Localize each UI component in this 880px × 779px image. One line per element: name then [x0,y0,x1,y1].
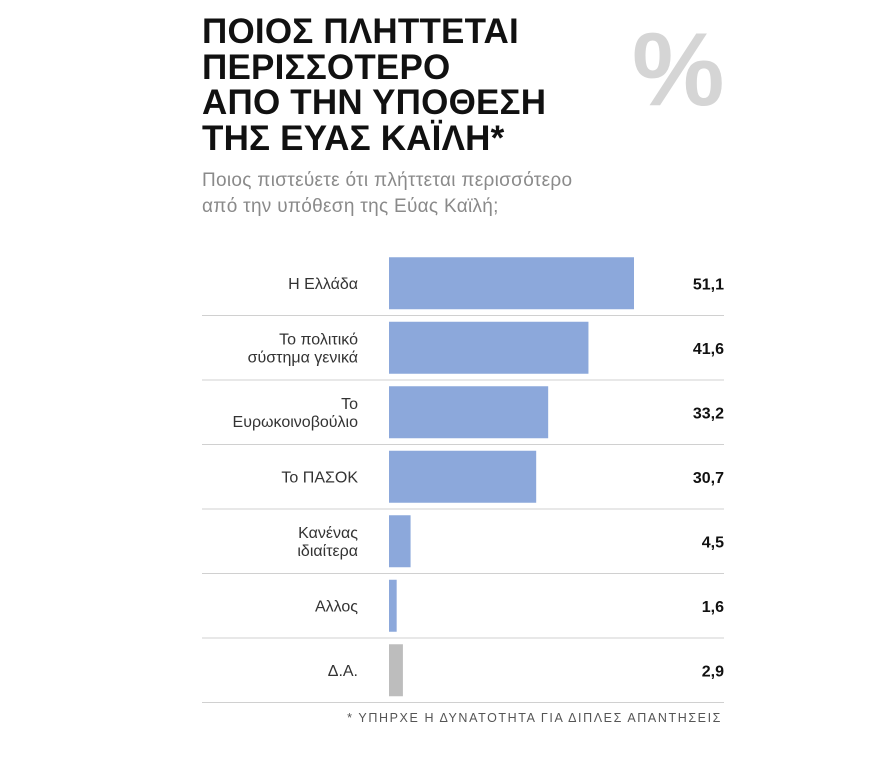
value-label: 41,6 [693,341,724,358]
value-label: 4,5 [702,534,724,551]
value-label: 1,6 [702,599,724,616]
category-label: Κανένας ιδιαίτερα [297,525,358,560]
category-label: Αλλος [315,598,358,615]
value-label: 51,1 [693,276,724,293]
category-label: Δ.Α. [328,663,358,680]
value-label: 30,7 [693,470,724,487]
value-label: 2,9 [702,663,724,680]
bar [389,515,411,568]
category-label: Το Ευρωκοινοβούλιο [233,396,359,431]
bar [389,644,403,697]
category-label: Το ΠΑΣΟΚ [281,469,358,486]
bar [389,450,537,503]
footnote: * ΥΠΗΡΧΕ Η ΔΥΝΑΤΟΤΗΤΑ ΓΙΑ ΔΙΠΛΕΣ ΑΠΑΝΤΗΣ… [347,711,722,725]
bar [389,386,549,439]
percent-icon: % [632,12,725,128]
category-label: Το πολιτικό σύστημα γενικά [248,331,358,366]
chart-subtitle: Ποιος πιστεύετε ότι πλήττεται περισσότερ… [202,170,573,217]
category-label: Η Ελλάδα [288,276,358,293]
bar [389,257,634,310]
value-label: 33,2 [693,405,724,422]
bar [389,321,589,374]
chart-title: ΠΟΙΟΣ ΠΛΗΤΤΕΤΑΙ ΠΕΡΙΣΣΟΤΕΡΟ ΑΠΟ ΤΗΝ ΥΠΟΘ… [202,12,547,158]
bar [389,579,397,632]
